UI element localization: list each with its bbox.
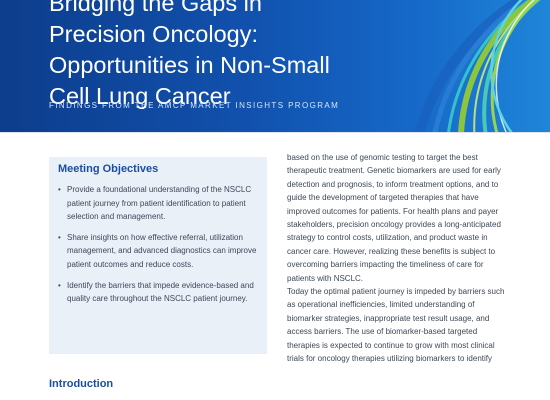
title-line-3: Opportunities in Non-Small bbox=[49, 52, 330, 78]
body-paragraph-2: Today the optimal patient journey is imp… bbox=[287, 287, 505, 364]
arc-9 bbox=[490, 0, 523, 132]
meeting-objectives-box: Meeting Objectives • Provide a foundatio… bbox=[49, 157, 267, 354]
title-line-1: Bridging the Gaps in bbox=[49, 0, 262, 16]
title-line-4: Cell Lung Cancer bbox=[49, 83, 231, 109]
objective-text: Share insights on how effective referral… bbox=[67, 232, 257, 269]
arc-5 bbox=[473, 0, 538, 132]
bullet-icon: • bbox=[58, 280, 61, 290]
arc-3 bbox=[447, 0, 533, 132]
document-title: Bridging the Gaps in Precision Oncology:… bbox=[49, 0, 389, 112]
introduction-heading: Introduction bbox=[49, 378, 114, 390]
body-paragraph-1: based on the use of genomic testing to t… bbox=[287, 153, 501, 283]
title-line-2: Precision Oncology: bbox=[49, 21, 258, 47]
list-item: • Provide a foundational understanding o… bbox=[49, 183, 267, 224]
arc-1 bbox=[414, 0, 531, 132]
bullet-icon: • bbox=[58, 232, 61, 242]
bullet-icon: • bbox=[58, 185, 61, 194]
arc-2 bbox=[432, 0, 531, 132]
objective-text: Identify the barriers that impede eviden… bbox=[67, 280, 254, 304]
objectives-list: • Provide a foundational understanding o… bbox=[49, 183, 267, 313]
header-banner: Bridging the Gaps in Precision Oncology:… bbox=[0, 0, 550, 132]
objectives-heading: Meeting Objectives bbox=[58, 163, 159, 175]
header-divider bbox=[0, 132, 550, 133]
list-item: • Identify the barriers that impede evid… bbox=[49, 279, 267, 306]
list-item: • Share insights on how effective referr… bbox=[49, 231, 267, 272]
document-subtitle: FINDINGS FROM THE AMCP MARKET INSIGHTS P… bbox=[49, 101, 340, 110]
objective-text: Provide a foundational understanding of … bbox=[67, 185, 252, 222]
body-column: based on the use of genomic testing to t… bbox=[287, 151, 507, 366]
arc-6 bbox=[482, 0, 541, 132]
decorative-arcs bbox=[414, 0, 541, 132]
arc-8 bbox=[495, 0, 535, 132]
